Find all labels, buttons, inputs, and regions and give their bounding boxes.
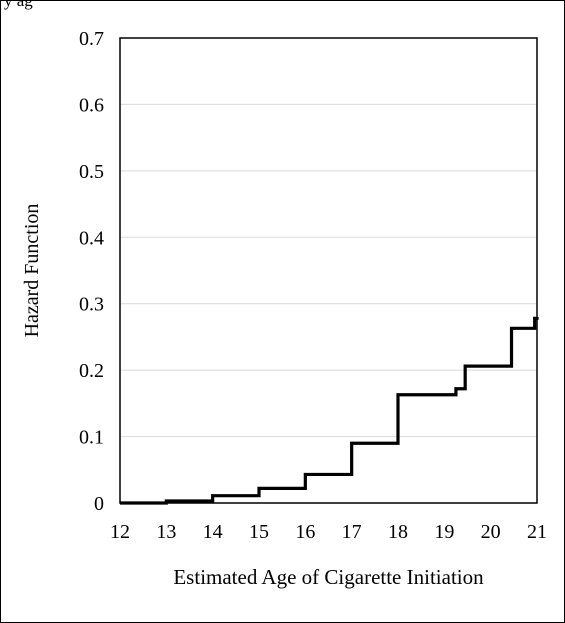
y-tick-label: 0.2 [79,360,104,382]
y-tick-label: 0.3 [79,294,104,316]
y-tick-label: 0.4 [79,227,104,249]
x-tick-label: 21 [527,521,547,543]
y-tick-labels: 0 0.1 0.2 0.3 0.4 0.5 0.6 0.7 [79,28,104,515]
hazard-step-line [120,316,539,505]
x-axis-label: Estimated Age of Cigarette Initiation [173,565,484,589]
y-tick-label: 0.1 [79,427,104,449]
x-tick-label: 15 [249,521,269,543]
y-axis-label: Hazard Function [21,204,43,338]
x-tick-label: 14 [203,521,223,543]
y-tick-label: 0.6 [79,94,104,116]
x-tick-label: 17 [342,521,362,543]
y-tick-label: 0.5 [79,161,104,183]
x-tick-label: 18 [388,521,408,543]
x-tick-label: 19 [434,521,454,543]
cropped-caption: y ag [4,0,33,10]
y-tick-label: 0.7 [79,28,104,50]
x-tick-label: 16 [295,521,315,543]
x-tick-label: 20 [481,521,501,543]
x-tick-label: 13 [156,521,176,543]
x-tick-label: 12 [110,521,130,543]
x-tick-labels: 12 13 14 15 16 17 18 19 20 21 [110,521,547,543]
plot-area [119,37,538,504]
gridlines [120,103,537,438]
y-tick-label: 0 [94,493,104,515]
